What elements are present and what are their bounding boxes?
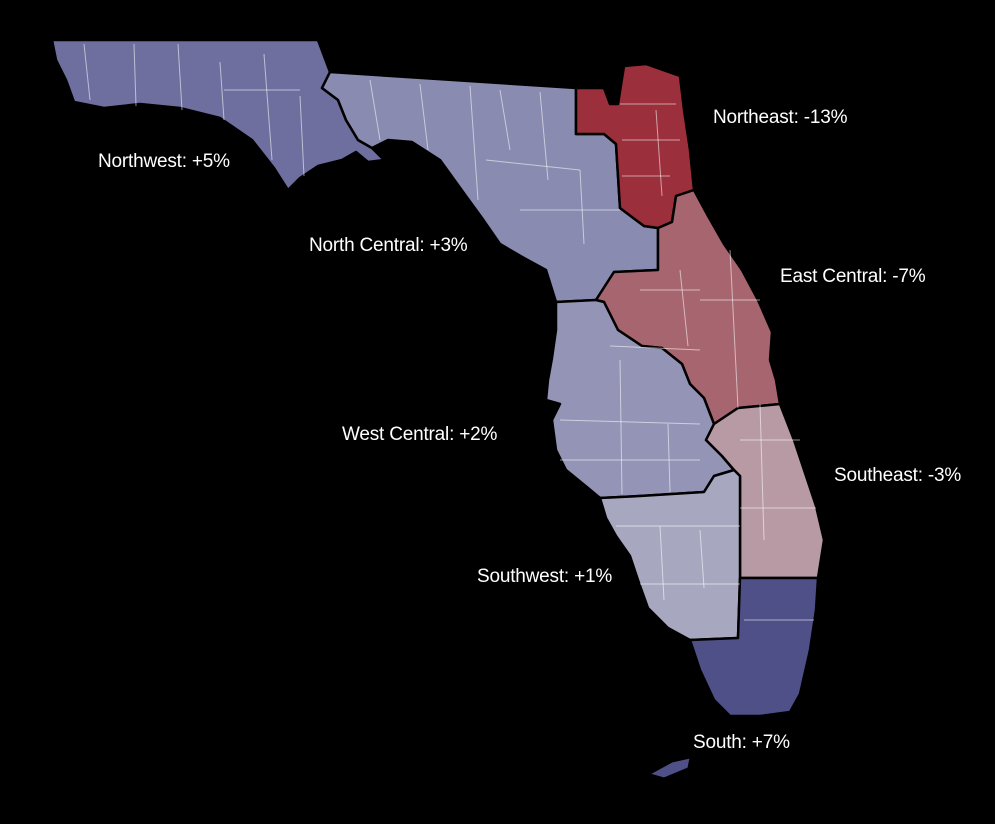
- label-south: South: +7%: [693, 732, 790, 753]
- label-east-central: East Central: -7%: [780, 266, 926, 287]
- label-northwest: Northwest: +5%: [98, 151, 230, 172]
- county-lines: [83, 43, 816, 621]
- label-southwest: Southwest: +1%: [477, 566, 613, 587]
- label-northeast: Northeast: -13%: [713, 107, 848, 128]
- region-southeast[interactable]: [704, 402, 826, 580]
- label-north-central: North Central: +3%: [309, 235, 468, 256]
- region-south-keys: [649, 757, 691, 779]
- label-west-central: West Central: +2%: [342, 424, 498, 445]
- label-southeast: Southeast: -3%: [834, 465, 962, 486]
- region-south[interactable]: [688, 576, 820, 718]
